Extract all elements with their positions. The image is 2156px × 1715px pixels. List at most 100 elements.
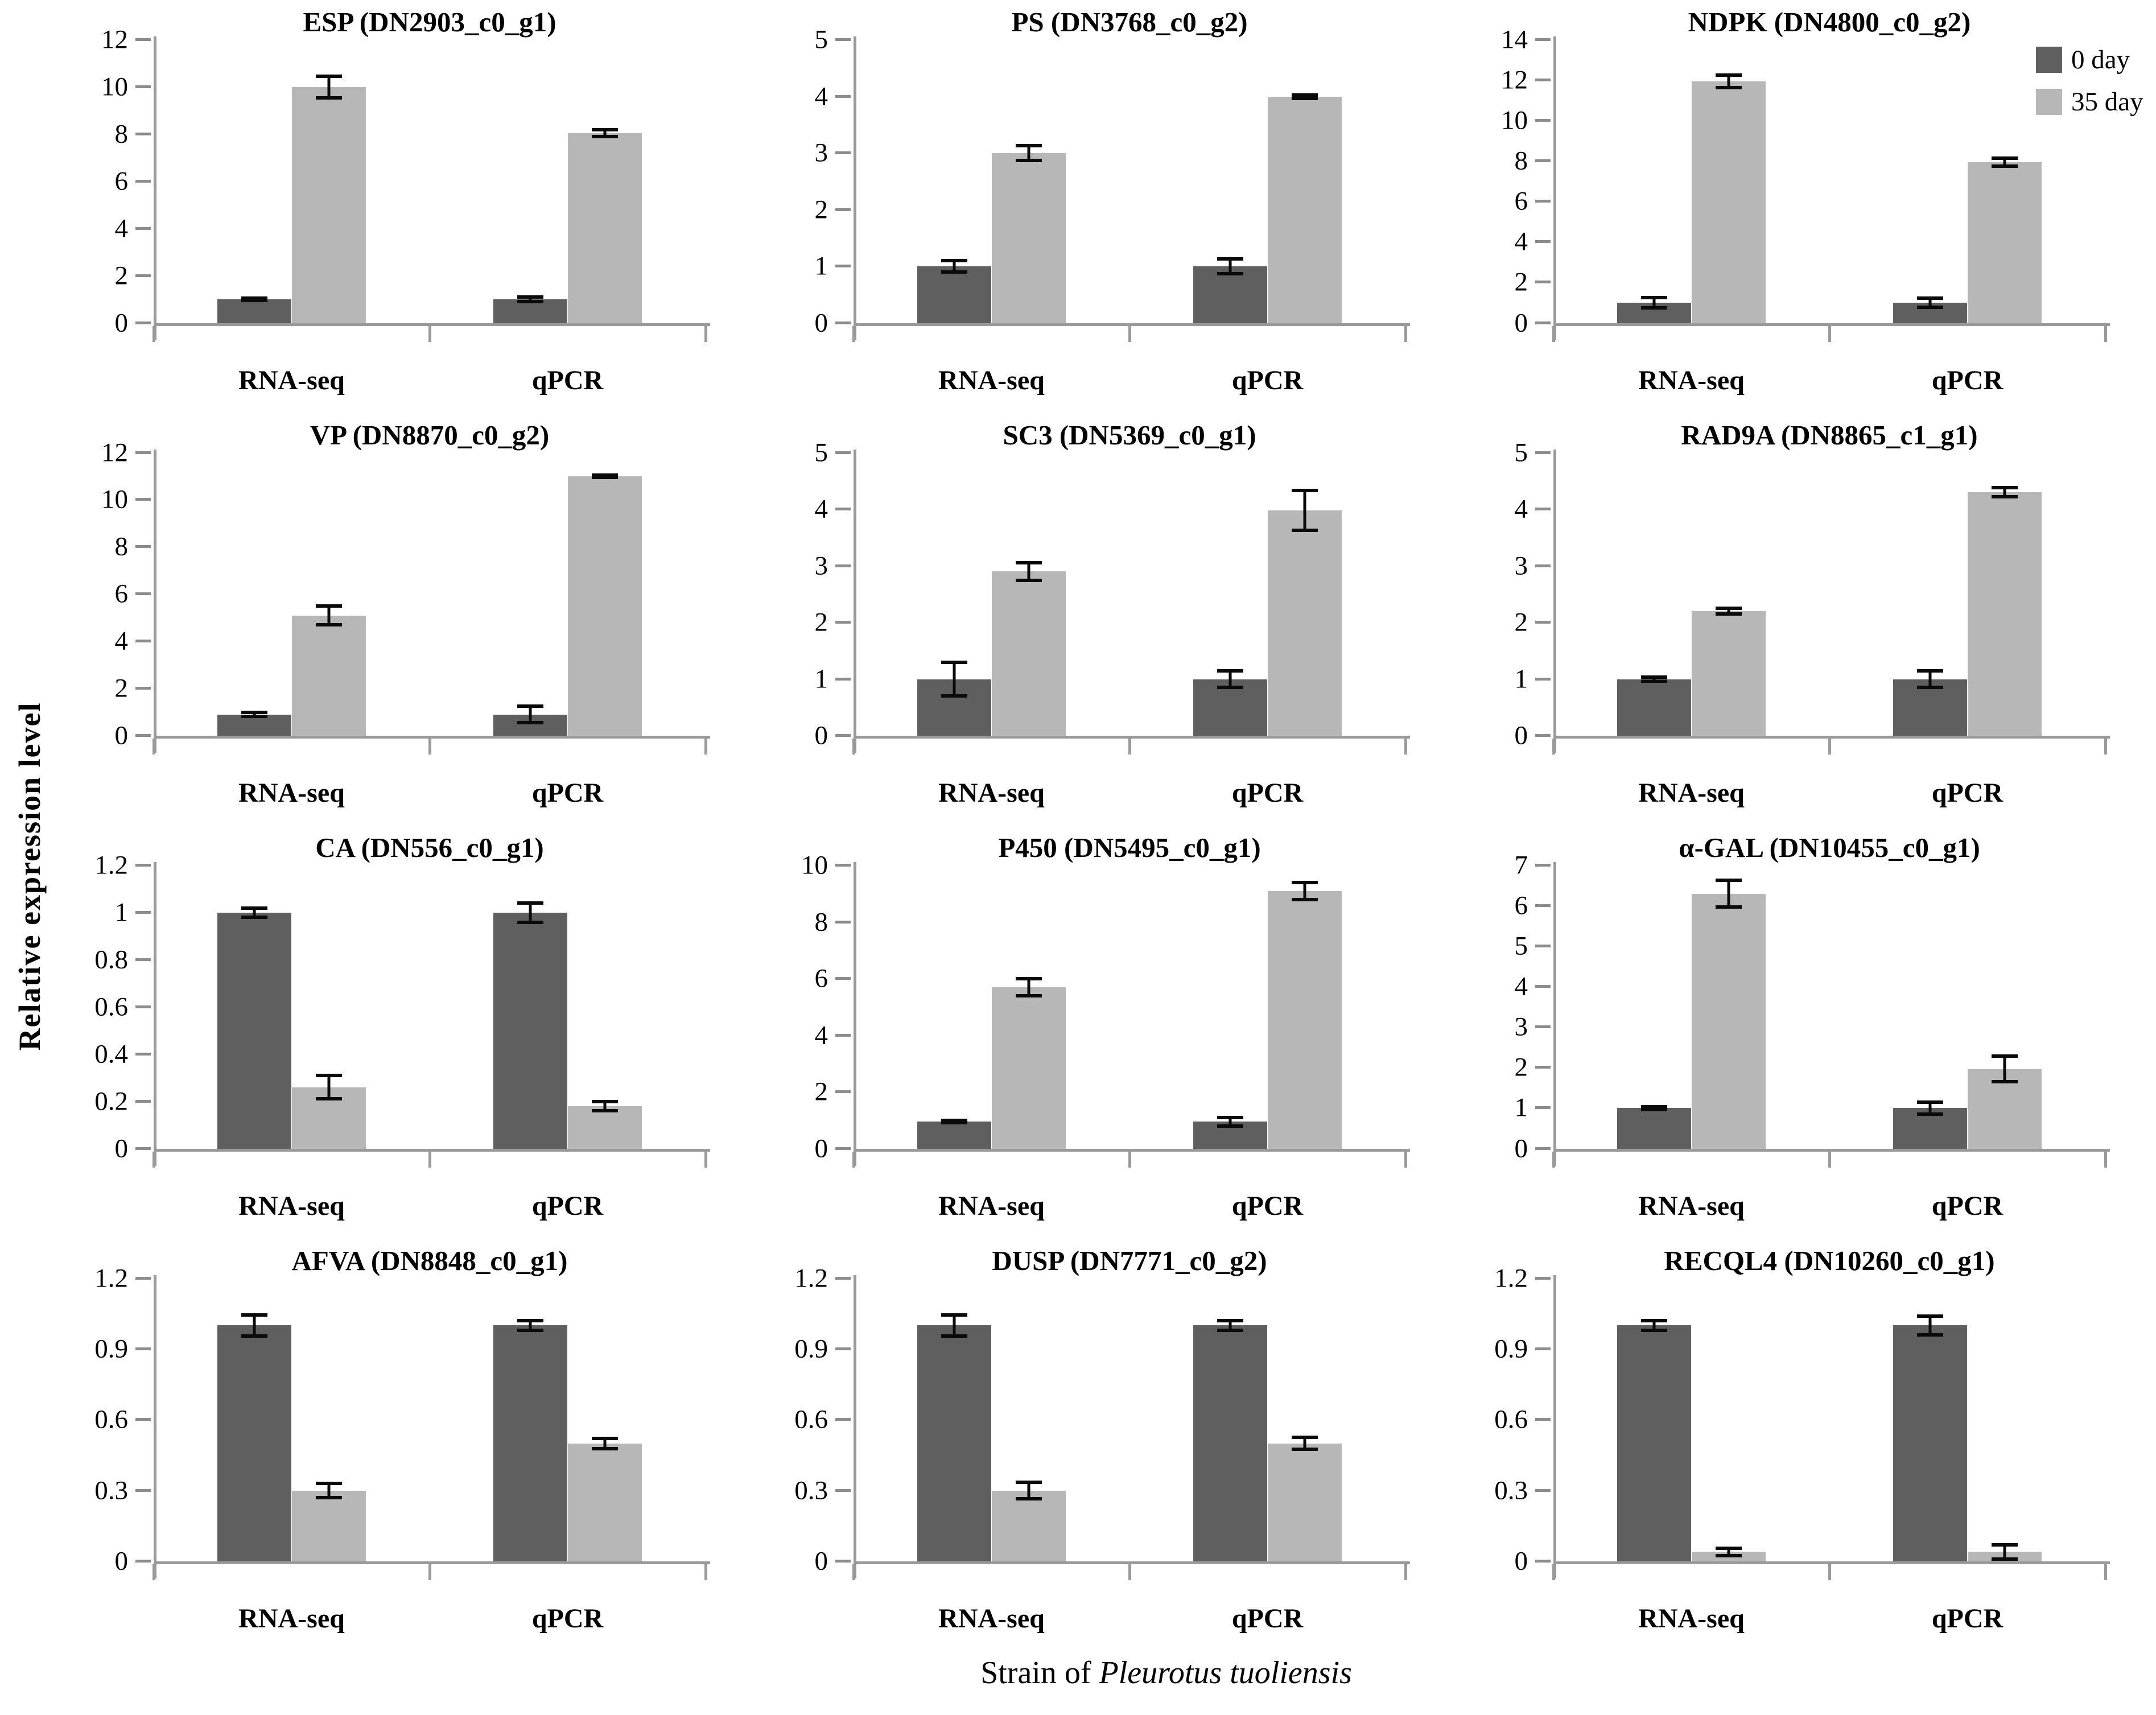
caption-species-name: Pleurotus tuoliensis <box>1099 1655 1352 1691</box>
y-axis-line <box>854 36 856 340</box>
y-tick-label: 1 <box>1514 1093 1528 1123</box>
plot-area: 0 0.3 0.6 0.9 1.2 RNA-seq qPCR <box>1494 1265 2110 1634</box>
error-bar-cap-bottom <box>941 1121 968 1125</box>
plot-area: 0 1 2 3 4 5 6 7 RNA-seq qPCR <box>1515 852 2110 1221</box>
chart-panel: VP (DN8870_c0_g2) 0 2 4 6 8 10 12 RNA-seq qPCR <box>57 418 734 823</box>
category-label-rna-seq: RNA-seq <box>1638 778 1745 808</box>
x-axis-tick <box>852 1564 855 1580</box>
error-bar-line <box>603 1438 607 1449</box>
bar-0day <box>917 1325 992 1561</box>
x-axis-tick <box>428 1151 431 1168</box>
y-tick-label: 10 <box>1501 105 1528 135</box>
error-bar-cap-bottom <box>241 1334 268 1338</box>
y-tick-label: 0.3 <box>1494 1475 1528 1506</box>
chart-panel: AFVA (DN8848_c0_g1) 0 0.3 0.6 0.9 1.2 RNA-seq q… <box>57 1243 734 1648</box>
error-bar-cap-bottom <box>517 721 544 725</box>
y-tick-label: 0.3 <box>94 1475 128 1506</box>
error-bar-cap-top <box>1015 1481 1042 1485</box>
y-tick-label: 0.9 <box>794 1334 828 1364</box>
category-label-qpcr: qPCR <box>531 1603 604 1634</box>
category-label-qpcr: qPCR <box>1931 1603 2004 1634</box>
x-axis-tick <box>1552 739 1555 755</box>
y-axis-line <box>154 862 156 1166</box>
error-bar-line <box>1928 1102 1932 1115</box>
category-label-rna-seq: RNA-seq <box>238 1190 345 1221</box>
legend-swatch-35day-icon <box>2036 89 2062 115</box>
y-tick-label: 3 <box>814 551 828 580</box>
x-axis-tick <box>1828 739 1831 755</box>
error-bar-cap-bottom <box>591 476 618 480</box>
error-bar-line <box>603 129 607 137</box>
y-tick-label: 0 <box>114 720 129 751</box>
error-bar-cap-bottom <box>1991 164 2018 168</box>
y-tick-label: 0.4 <box>94 1039 128 1069</box>
y-tick-label: 4 <box>114 213 129 244</box>
plot-area: 0 0.3 0.6 0.9 1.2 RNA-seq qPCR <box>794 1265 1410 1634</box>
error-bar-cap-bottom <box>941 270 968 274</box>
y-tick-label: 6 <box>1514 891 1528 921</box>
chart-title: ESP (DN2903_c0_g1) <box>303 6 556 38</box>
y-tick-label: 0 <box>814 1133 828 1163</box>
y-axis-tick <box>135 1147 151 1150</box>
category-label-rna-seq: RNA-seq <box>238 1603 345 1634</box>
error-bar-line <box>327 1075 331 1099</box>
chart-panel: RAD9A (DN8865_c1_g1) 0 1 2 3 4 5 RNA-seq qPCR <box>1457 418 2134 823</box>
bar-0day <box>917 1122 992 1149</box>
error-bar-cap-bottom <box>1917 1112 1944 1116</box>
error-bar-cap-bottom <box>591 1446 618 1450</box>
error-bar-cap-bottom <box>591 1109 618 1113</box>
error-bar-cap-top <box>591 127 618 131</box>
error-bar-line <box>1652 677 1656 682</box>
error-bar-cap-top <box>1015 144 1042 148</box>
error-bar-line <box>1229 1117 1232 1126</box>
y-tick-label: 4 <box>1514 971 1528 1001</box>
y-axis-tick <box>835 621 851 624</box>
y-tick-label: 1.2 <box>94 1263 128 1293</box>
error-bar-cap-top <box>1291 93 1318 97</box>
y-tick-label: 6 <box>814 963 828 993</box>
error-bar-cap-top <box>517 704 544 708</box>
error-bar-line <box>529 1321 532 1330</box>
bar-35day <box>291 615 366 736</box>
bar-35day <box>567 133 642 323</box>
error-bar-line <box>1727 75 1730 88</box>
y-axis-tick <box>835 1090 851 1093</box>
y-tick-label: 1 <box>814 664 828 694</box>
chart-panel: CA (DN556_c0_g1) 0 0.2 0.4 0.6 0.8 1 1.2 RNA-seq… <box>57 830 734 1235</box>
y-tick-label: 4 <box>814 81 828 111</box>
y-axis-tick <box>135 687 151 690</box>
error-bar-cap-bottom <box>315 1496 342 1500</box>
y-axis-tick <box>835 1033 851 1037</box>
error-bar-line <box>327 606 331 625</box>
y-tick-label: 5 <box>1514 931 1528 961</box>
x-axis-tick <box>152 1564 155 1580</box>
bar-35day <box>991 1490 1066 1561</box>
bar-35day <box>1267 510 1342 736</box>
y-tick-label: 2 <box>1514 1052 1528 1082</box>
x-axis-tick <box>852 325 855 342</box>
y-axis-tick <box>1535 38 1551 41</box>
y-axis-tick <box>1535 945 1551 948</box>
y-axis-tick <box>135 1560 151 1563</box>
y-axis-tick <box>835 321 851 324</box>
chart-title: RECQL4 (DN10260_c0_g1) <box>1664 1244 1995 1276</box>
category-label-rna-seq: RNA-seq <box>1638 1190 1745 1221</box>
bar-0day <box>1193 266 1268 323</box>
category-label-rna-seq: RNA-seq <box>938 778 1045 808</box>
error-bar-line <box>1229 1321 1232 1330</box>
y-tick-label: 2 <box>814 195 828 224</box>
error-bar-line <box>1652 298 1656 308</box>
plot-area: 0 0.2 0.4 0.6 0.8 1 1.2 RNA-seq qPCR <box>94 852 710 1221</box>
chart-title: SC3 (DN5369_c0_g1) <box>1003 419 1256 451</box>
y-axis-line <box>1553 36 1556 340</box>
category-label-rna-seq: RNA-seq <box>938 1603 1045 1634</box>
error-bar-cap-top <box>591 1436 618 1440</box>
bar-35day <box>991 571 1066 736</box>
y-tick-label: 14 <box>1501 24 1528 55</box>
legend-item-35day: 35 day <box>2036 86 2143 117</box>
plot-area: 0 1 2 3 4 5 RNA-seq qPCR <box>815 26 1410 395</box>
y-axis-tick <box>1535 79 1551 82</box>
error-bar-line <box>1727 1548 1730 1556</box>
error-bar-cap-top <box>1917 296 1944 300</box>
error-bar-cap-top <box>1715 607 1742 611</box>
